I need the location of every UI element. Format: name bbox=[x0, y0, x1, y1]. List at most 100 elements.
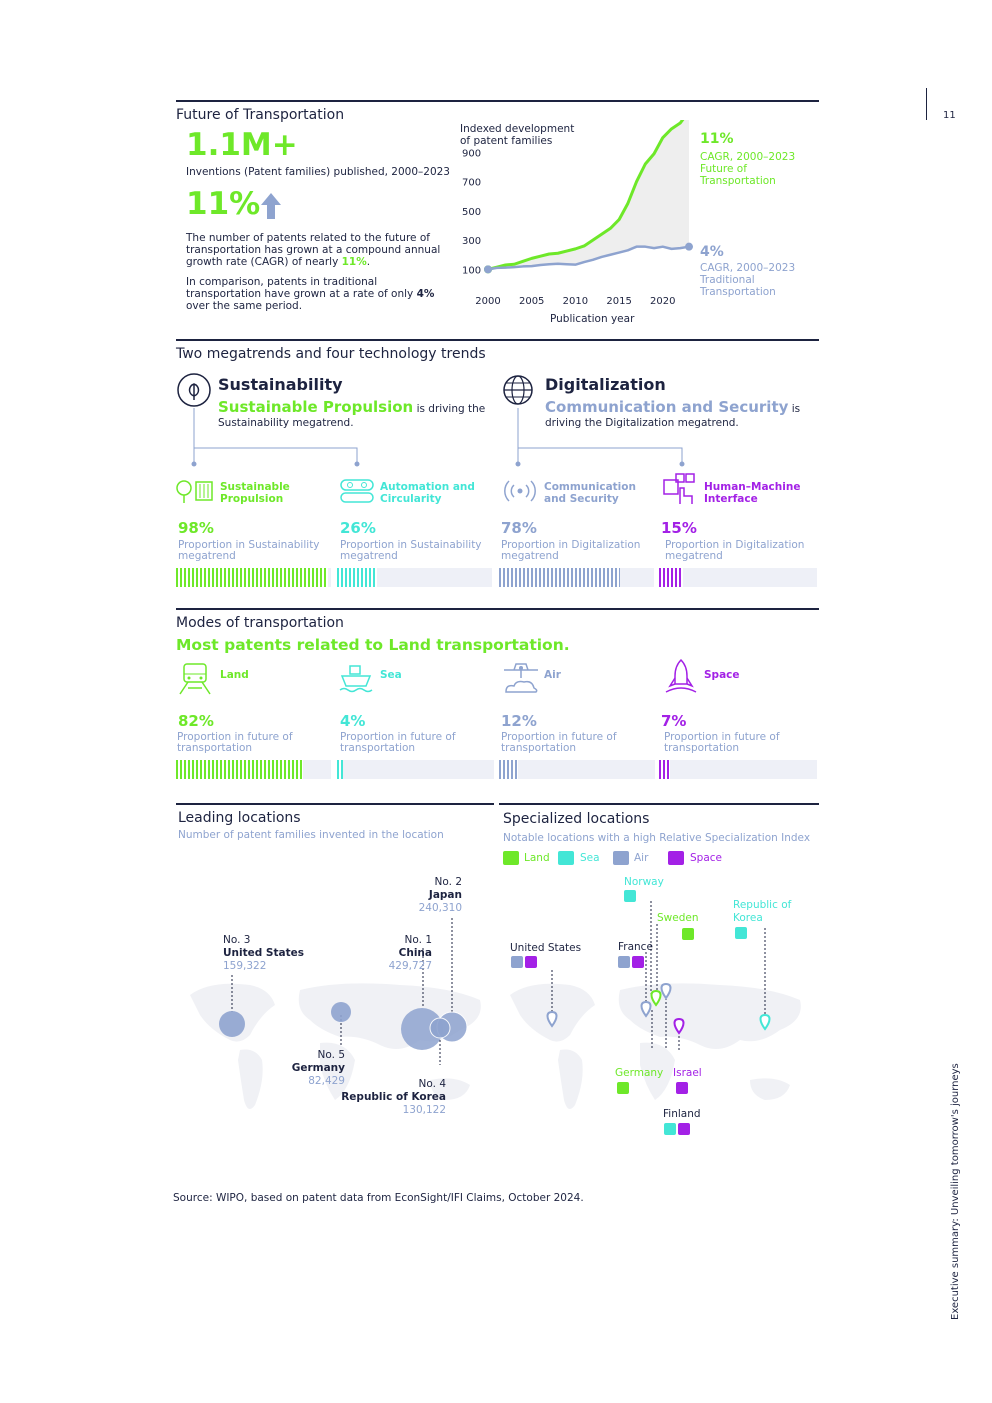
x-tick-label: 2005 bbox=[519, 296, 544, 307]
spec-label-korea: Republic of Korea bbox=[733, 899, 792, 924]
digitalization-desc: Communication and Security is driving th… bbox=[545, 398, 801, 430]
trend-label-hmi: Human–Machine Interface bbox=[704, 481, 801, 505]
leading-bubbles bbox=[219, 918, 468, 1065]
spec-swatch-finland-space bbox=[678, 1123, 690, 1135]
x-tick-label: 2010 bbox=[563, 296, 588, 307]
y-tick-label: 900 bbox=[462, 148, 481, 159]
leading-location-china: No. 1 China 429,727 bbox=[388, 934, 432, 972]
spec-swatch-france-space bbox=[632, 956, 644, 968]
ship-icon bbox=[339, 665, 373, 693]
sustainability-heading: Sustainability bbox=[218, 375, 343, 394]
chart-start-point-1 bbox=[484, 265, 492, 274]
signal-icon bbox=[504, 480, 536, 502]
mode-pct-land: 82% bbox=[178, 712, 214, 730]
section-rule-future bbox=[176, 100, 819, 102]
page-number: 11 bbox=[943, 110, 956, 121]
legend-swatch-land bbox=[503, 851, 519, 865]
spec-label-norway: Norway bbox=[624, 876, 664, 888]
trend-bar-communication bbox=[499, 568, 654, 587]
y-tick-label: 500 bbox=[462, 207, 481, 218]
trend-bar-propulsion bbox=[176, 568, 331, 587]
big-number-label: Inventions (Patent families) published, … bbox=[186, 166, 450, 178]
side-text: Executive summary: Unveiling tomorrow's … bbox=[950, 1063, 961, 1320]
spec-swatch-germany-land bbox=[617, 1082, 629, 1094]
land-vehicle-icon bbox=[179, 663, 211, 695]
spec-swatch-us-space bbox=[525, 956, 537, 968]
sustainability-desc: Sustainable Propulsion is driving the Su… bbox=[218, 398, 486, 430]
mode-bar-sea bbox=[337, 760, 494, 779]
legend-label-land: Land bbox=[524, 852, 550, 864]
trend-label-propulsion: Sustainable Propulsion bbox=[220, 481, 290, 505]
chart-xlabel: Publication year bbox=[550, 313, 635, 325]
spec-swatch-france-air bbox=[618, 956, 630, 968]
propulsion-icon bbox=[176, 480, 213, 503]
future-paragraph-2: In comparison, patents in traditional tr… bbox=[186, 276, 435, 312]
specialized-title: Specialized locations bbox=[503, 811, 650, 827]
spec-swatch-norway-sea bbox=[624, 890, 636, 902]
leading-title: Leading locations bbox=[178, 810, 301, 826]
future-paragraph-1: The number of patents related to the fut… bbox=[186, 232, 441, 268]
leading-subtitle: Number of patent families invented in th… bbox=[178, 829, 444, 841]
mode-bar-space bbox=[659, 760, 817, 779]
spec-label-finland: Finland bbox=[663, 1108, 701, 1120]
x-tick-label: 2000 bbox=[475, 296, 500, 307]
section-rule-specialized bbox=[499, 803, 819, 805]
airplane-icon bbox=[504, 663, 538, 693]
y-tick-label: 700 bbox=[462, 178, 481, 189]
end-label-future-desc: CAGR, 2000–2023 Future of Transportation bbox=[700, 151, 796, 187]
arrow-up-icon bbox=[261, 193, 281, 219]
trend-bar-automation bbox=[337, 568, 492, 587]
trend-pct-automation: 26% bbox=[340, 519, 376, 537]
growth-rate: 11% bbox=[186, 186, 261, 222]
mode-bar-land bbox=[176, 760, 331, 779]
future-title: Future of Transportation bbox=[176, 107, 345, 123]
end-label-traditional-desc: CAGR, 2000–2023 Traditional Transportati… bbox=[700, 262, 796, 298]
big-number: 1.1M+ bbox=[186, 127, 298, 163]
section-rule-megatrends bbox=[176, 339, 819, 341]
trend-desc-hmi: Proportion in Digitalization megatrend bbox=[665, 539, 805, 562]
mode-desc-land: Proportion in future of transportation bbox=[177, 731, 293, 754]
legend-label-sea: Sea bbox=[580, 852, 600, 864]
megatrends-title: Two megatrends and four technology trend… bbox=[176, 346, 486, 362]
trend-desc-communication: Proportion in Digitalization megatrend bbox=[501, 539, 641, 562]
legend-swatch-air bbox=[613, 851, 629, 865]
spec-swatch-us-air bbox=[511, 956, 523, 968]
trend-desc-automation: Proportion in Sustainability megatrend bbox=[340, 539, 482, 562]
mode-pct-air: 12% bbox=[501, 712, 537, 730]
leading-location-japan: No. 2 Japan 240,310 bbox=[418, 876, 462, 914]
mode-desc-air: Proportion in future of transportation bbox=[501, 731, 617, 754]
trend-desc-propulsion: Proportion in Sustainability megatrend bbox=[178, 539, 320, 562]
spec-label-germany: Germany bbox=[615, 1067, 664, 1079]
section-rule-modes bbox=[176, 608, 819, 610]
mode-desc-space: Proportion in future of transportation bbox=[664, 731, 780, 754]
spec-label-us: United States bbox=[510, 942, 582, 954]
modes-title: Modes of transportation bbox=[176, 615, 344, 631]
leading-location-korea: No. 4 Republic of Korea 130,122 bbox=[341, 1078, 446, 1116]
y-tick-label: 300 bbox=[462, 236, 481, 247]
mode-bar-air bbox=[499, 760, 655, 779]
spec-label-israel: Israel bbox=[673, 1067, 702, 1079]
digitalization-heading: Digitalization bbox=[545, 375, 666, 394]
chart-line-series-0 bbox=[487, 120, 685, 271]
legend-swatch-space bbox=[668, 851, 684, 865]
end-label-future-value: 11% bbox=[700, 131, 734, 147]
trend-label-automation: Automation and Circularity bbox=[380, 481, 475, 505]
trend-pct-hmi: 15% bbox=[661, 519, 697, 537]
spec-swatch-sweden-land bbox=[682, 928, 694, 940]
spec-swatch-finland-sea bbox=[664, 1123, 676, 1135]
chart-line-series-1 bbox=[487, 245, 690, 271]
spec-swatch-korea-sea bbox=[735, 927, 747, 939]
chart-gap-area bbox=[488, 120, 689, 270]
mode-pct-sea: 4% bbox=[340, 712, 366, 730]
x-tick-label: 2015 bbox=[606, 296, 631, 307]
megatrend-connectors bbox=[191, 408, 685, 467]
spec-swatch-israel-space bbox=[676, 1082, 688, 1094]
hmi-icon bbox=[663, 473, 695, 504]
legend-label-space: Space bbox=[690, 852, 722, 864]
mode-label-air: Air bbox=[544, 669, 561, 681]
mode-label-sea: Sea bbox=[380, 669, 402, 681]
spec-label-sweden: Sweden bbox=[657, 912, 699, 924]
specialized-subtitle: Notable locations with a high Relative S… bbox=[503, 832, 811, 844]
trend-pct-propulsion: 98% bbox=[178, 519, 214, 537]
chart-title: Indexed development of patent families bbox=[460, 123, 575, 147]
